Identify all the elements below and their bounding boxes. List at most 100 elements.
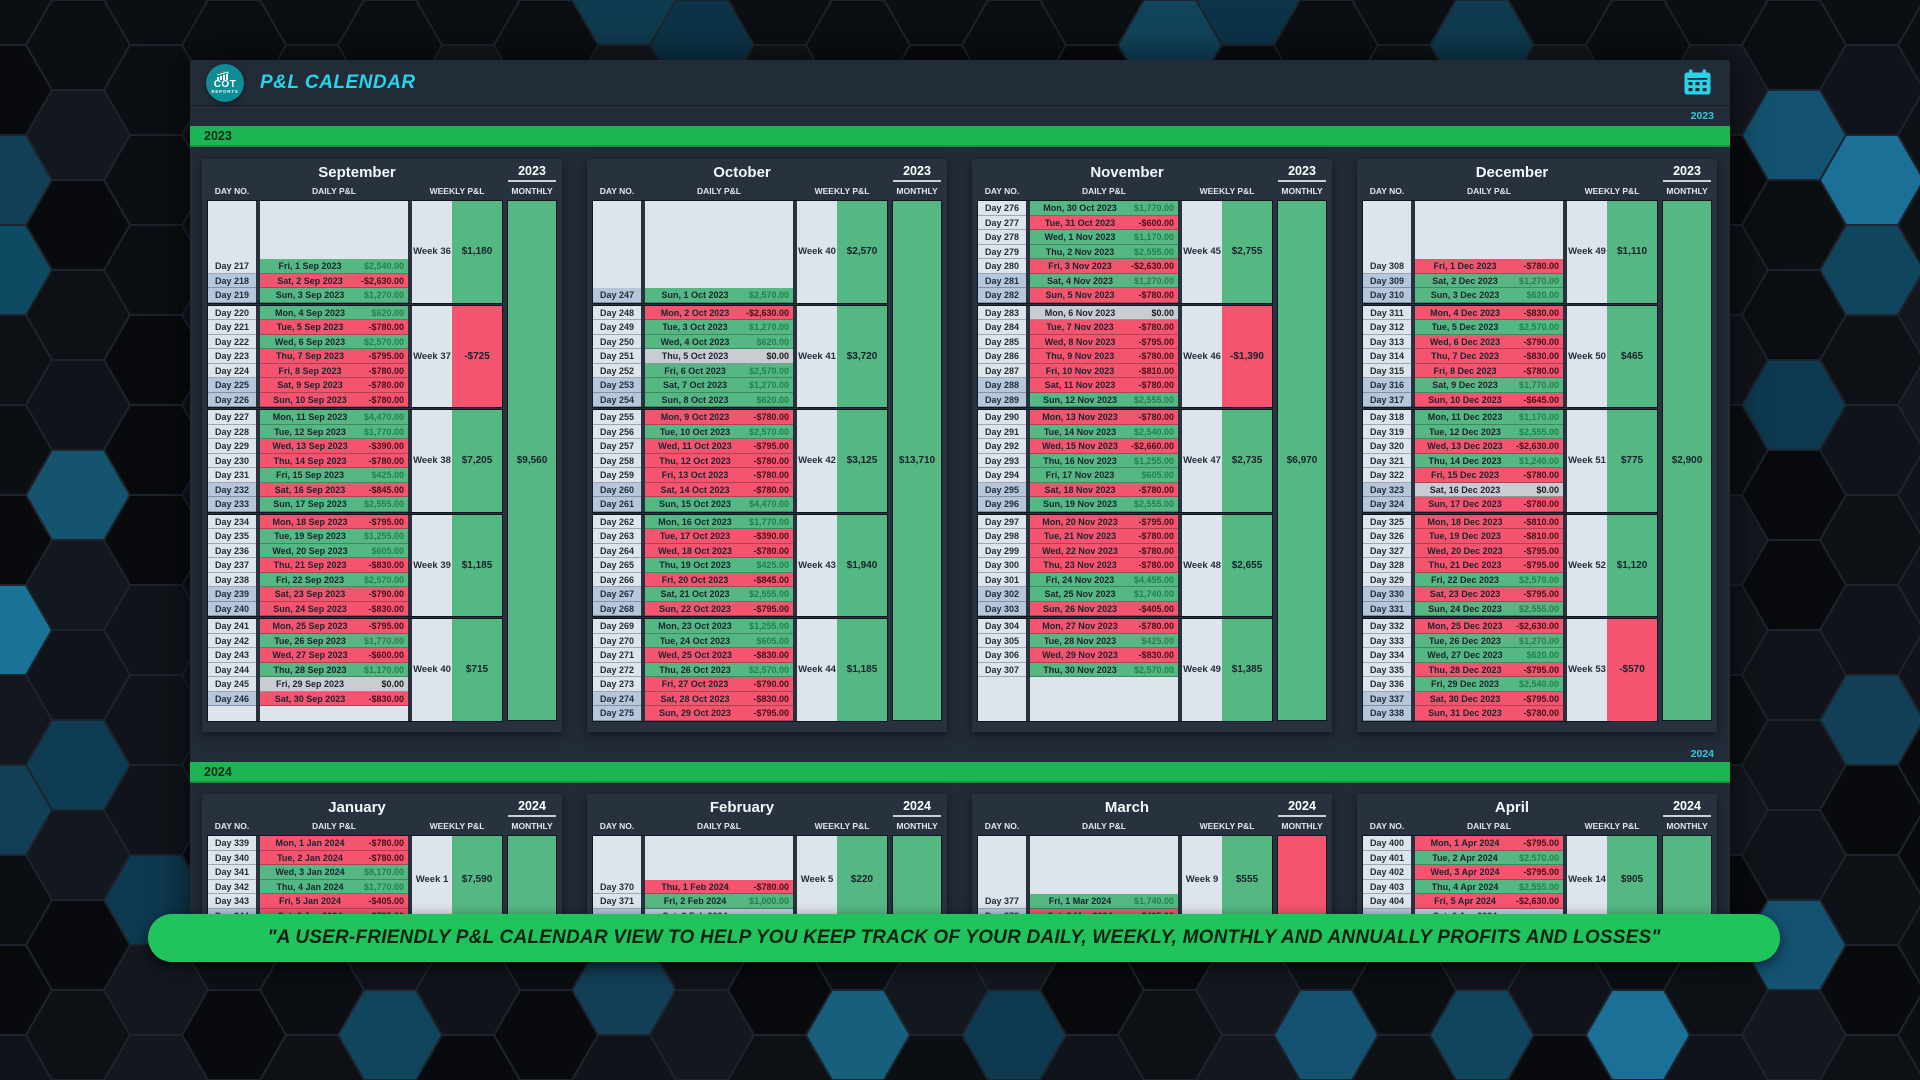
daily-pnl-cell[interactable]: Wed, 3 Jan 2024 $8,170.00 bbox=[260, 865, 408, 880]
day-number-cell[interactable]: Day 223 bbox=[208, 349, 256, 364]
day-number-cell[interactable] bbox=[978, 879, 1026, 894]
week-label-cell[interactable]: Week 1 bbox=[412, 836, 452, 923]
daily-pnl-cell[interactable]: Thu, 14 Sep 2023 -$780.00 bbox=[260, 453, 408, 468]
week-label-cell[interactable]: Week 40 bbox=[797, 201, 837, 303]
weekly-pnl-cell[interactable]: $3,720 bbox=[837, 305, 887, 407]
day-number-cell[interactable]: Day 255 bbox=[593, 410, 641, 425]
weekly-pnl-cell[interactable]: $555 bbox=[1222, 836, 1272, 923]
day-number-cell[interactable]: Day 237 bbox=[208, 558, 256, 573]
day-number-cell[interactable]: Day 342 bbox=[208, 879, 256, 894]
daily-pnl-cell[interactable]: Sun, 24 Dec 2023 $2,555.00 bbox=[1415, 601, 1563, 616]
daily-pnl-cell[interactable]: Mon, 4 Dec 2023 -$830.00 bbox=[1415, 305, 1563, 320]
day-number-cell[interactable]: Day 324 bbox=[1363, 497, 1411, 512]
daily-pnl-cell[interactable]: Tue, 3 Oct 2023 $1,270.00 bbox=[645, 320, 793, 335]
day-number-cell[interactable]: Day 308 bbox=[1363, 259, 1411, 274]
day-number-cell[interactable]: Day 300 bbox=[978, 558, 1026, 573]
day-number-cell[interactable]: Day 326 bbox=[1363, 529, 1411, 544]
day-number-cell[interactable]: Day 343 bbox=[208, 894, 256, 909]
day-number-cell[interactable]: Day 218 bbox=[208, 273, 256, 288]
daily-pnl-cell[interactable]: Fri, 5 Jan 2024 -$405.00 bbox=[260, 894, 408, 909]
daily-pnl-cell[interactable]: Tue, 21 Nov 2023 -$780.00 bbox=[1030, 529, 1178, 544]
day-number-cell[interactable]: Day 323 bbox=[1363, 482, 1411, 497]
daily-pnl-cell[interactable]: Mon, 1 Jan 2024 -$780.00 bbox=[260, 836, 408, 851]
day-number-cell[interactable] bbox=[593, 259, 641, 274]
daily-pnl-cell[interactable]: Sat, 14 Oct 2023 -$780.00 bbox=[645, 482, 793, 497]
daily-pnl-cell[interactable]: Sat, 28 Oct 2023 -$830.00 bbox=[645, 691, 793, 706]
daily-pnl-cell[interactable]: Sun, 15 Oct 2023 $4,470.00 bbox=[645, 497, 793, 512]
daily-pnl-cell[interactable]: Thu, 26 Oct 2023 $2,570.00 bbox=[645, 662, 793, 677]
weekly-pnl-cell[interactable]: $1,110 bbox=[1607, 201, 1657, 303]
day-number-cell[interactable]: Day 312 bbox=[1363, 320, 1411, 335]
weekly-pnl-cell[interactable]: $2,755 bbox=[1222, 201, 1272, 303]
day-number-cell[interactable]: Day 307 bbox=[978, 662, 1026, 677]
daily-pnl-cell[interactable]: Mon, 16 Oct 2023 $1,770.00 bbox=[645, 514, 793, 529]
day-number-cell[interactable] bbox=[593, 201, 641, 216]
day-number-cell[interactable]: Day 258 bbox=[593, 453, 641, 468]
weekly-pnl-cell[interactable]: $3,125 bbox=[837, 410, 887, 512]
daily-pnl-cell[interactable]: Wed, 8 Nov 2023 -$795.00 bbox=[1030, 334, 1178, 349]
day-number-cell[interactable]: Day 298 bbox=[978, 529, 1026, 544]
day-number-cell[interactable]: Day 250 bbox=[593, 334, 641, 349]
week-label-cell[interactable]: Week 48 bbox=[1182, 514, 1222, 616]
day-number-cell[interactable]: Day 265 bbox=[593, 558, 641, 573]
week-label-cell[interactable]: Week 14 bbox=[1567, 836, 1607, 923]
daily-pnl-cell[interactable]: Tue, 31 Oct 2023 -$600.00 bbox=[1030, 215, 1178, 230]
daily-pnl-cell[interactable]: Sat, 23 Dec 2023 -$795.00 bbox=[1415, 587, 1563, 602]
day-number-cell[interactable]: Day 238 bbox=[208, 572, 256, 587]
day-number-cell[interactable]: Day 231 bbox=[208, 468, 256, 483]
weekly-pnl-cell[interactable]: $1,120 bbox=[1607, 514, 1657, 616]
day-number-cell[interactable] bbox=[208, 706, 256, 721]
daily-pnl-cell[interactable]: Sat, 30 Sep 2023 -$830.00 bbox=[260, 691, 408, 706]
daily-pnl-cell[interactable]: Fri, 27 Oct 2023 -$790.00 bbox=[645, 677, 793, 692]
day-number-cell[interactable]: Day 227 bbox=[208, 410, 256, 425]
daily-pnl-cell[interactable]: Sun, 10 Sep 2023 -$780.00 bbox=[260, 392, 408, 407]
daily-pnl-cell[interactable]: Thu, 21 Sep 2023 -$830.00 bbox=[260, 558, 408, 573]
day-number-cell[interactable]: Day 401 bbox=[1363, 850, 1411, 865]
daily-pnl-cell[interactable]: Mon, 6 Nov 2023 $0.00 bbox=[1030, 305, 1178, 320]
day-number-cell[interactable]: Day 288 bbox=[978, 378, 1026, 393]
daily-pnl-cell[interactable]: Thu, 7 Sep 2023 -$795.00 bbox=[260, 349, 408, 364]
daily-pnl-cell[interactable]: Sat, 4 Nov 2023 $1,270.00 bbox=[1030, 273, 1178, 288]
daily-pnl-cell[interactable]: Fri, 1 Dec 2023 -$780.00 bbox=[1415, 259, 1563, 274]
daily-pnl-cell[interactable]: Fri, 29 Dec 2023 $2,540.00 bbox=[1415, 677, 1563, 692]
day-number-cell[interactable]: Day 285 bbox=[978, 334, 1026, 349]
daily-pnl-cell[interactable]: Thu, 1 Feb 2024 -$780.00 bbox=[645, 879, 793, 894]
day-number-cell[interactable]: Day 283 bbox=[978, 305, 1026, 320]
day-number-cell[interactable] bbox=[978, 677, 1026, 692]
day-number-cell[interactable] bbox=[1363, 201, 1411, 216]
week-label-cell[interactable]: Week 51 bbox=[1567, 410, 1607, 512]
day-number-cell[interactable]: Day 291 bbox=[978, 424, 1026, 439]
daily-pnl-cell[interactable]: Thu, 30 Nov 2023 $2,570.00 bbox=[1030, 662, 1178, 677]
weekly-pnl-cell[interactable]: -$1,390 bbox=[1222, 305, 1272, 407]
daily-pnl-cell[interactable]: Sun, 12 Nov 2023 $2,555.00 bbox=[1030, 392, 1178, 407]
day-number-cell[interactable]: Day 219 bbox=[208, 288, 256, 303]
day-number-cell[interactable]: Day 296 bbox=[978, 497, 1026, 512]
daily-pnl-cell[interactable]: Sun, 26 Nov 2023 -$405.00 bbox=[1030, 601, 1178, 616]
day-number-cell[interactable]: Day 245 bbox=[208, 677, 256, 692]
daily-pnl-cell[interactable]: Sat, 2 Sep 2023 -$2,630.00 bbox=[260, 273, 408, 288]
daily-pnl-cell[interactable]: Wed, 20 Dec 2023 -$795.00 bbox=[1415, 543, 1563, 558]
day-number-cell[interactable]: Day 276 bbox=[978, 201, 1026, 216]
day-number-cell[interactable] bbox=[593, 850, 641, 865]
daily-pnl-cell[interactable]: Sun, 3 Sep 2023 $1,270.00 bbox=[260, 288, 408, 303]
day-number-cell[interactable]: Day 262 bbox=[593, 514, 641, 529]
day-number-cell[interactable] bbox=[593, 273, 641, 288]
daily-pnl-cell[interactable]: Thu, 9 Nov 2023 -$780.00 bbox=[1030, 349, 1178, 364]
daily-pnl-cell[interactable]: Sat, 11 Nov 2023 -$780.00 bbox=[1030, 378, 1178, 393]
daily-pnl-cell[interactable]: Mon, 13 Nov 2023 -$780.00 bbox=[1030, 410, 1178, 425]
weekly-pnl-cell[interactable]: $1,180 bbox=[452, 201, 502, 303]
daily-pnl-cell[interactable]: Sat, 30 Dec 2023 -$795.00 bbox=[1415, 691, 1563, 706]
week-label-cell[interactable]: Week 40 bbox=[412, 619, 452, 721]
day-number-cell[interactable]: Day 225 bbox=[208, 378, 256, 393]
daily-pnl-cell[interactable]: Fri, 10 Nov 2023 -$810.00 bbox=[1030, 363, 1178, 378]
day-number-cell[interactable]: Day 279 bbox=[978, 244, 1026, 259]
daily-pnl-cell[interactable]: Mon, 25 Sep 2023 -$795.00 bbox=[260, 619, 408, 634]
day-number-cell[interactable]: Day 232 bbox=[208, 482, 256, 497]
daily-pnl-cell[interactable]: Fri, 8 Sep 2023 -$780.00 bbox=[260, 363, 408, 378]
day-number-cell[interactable] bbox=[978, 865, 1026, 880]
day-number-cell[interactable]: Day 329 bbox=[1363, 572, 1411, 587]
daily-pnl-cell[interactable]: Mon, 2 Oct 2023 -$2,630.00 bbox=[645, 305, 793, 320]
day-number-cell[interactable] bbox=[208, 244, 256, 259]
daily-pnl-cell[interactable]: Tue, 7 Nov 2023 -$780.00 bbox=[1030, 320, 1178, 335]
day-number-cell[interactable]: Day 299 bbox=[978, 543, 1026, 558]
